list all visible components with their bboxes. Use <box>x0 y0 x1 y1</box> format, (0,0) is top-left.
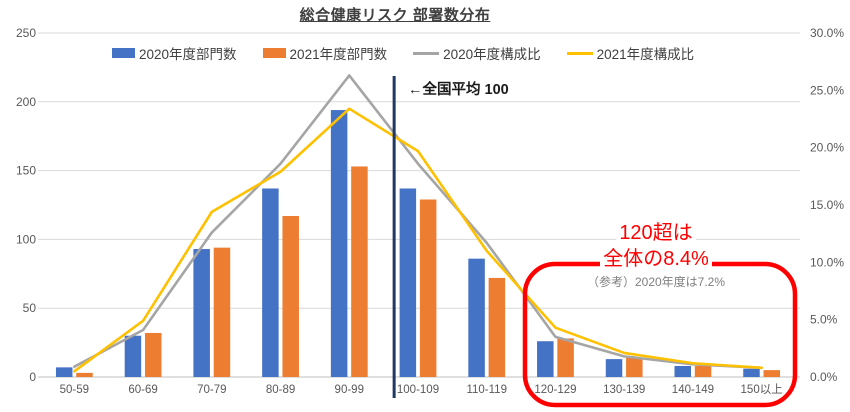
ratio-line-2021 <box>73 107 763 373</box>
legend-item-2021-ratio: 2021年度構成比 <box>566 43 695 63</box>
left-axis-tick-label: 200 <box>16 95 36 109</box>
bar-2020-150以上 <box>743 368 760 377</box>
right-axis-tick-label: 0.0% <box>810 370 838 384</box>
bar-2020-90-99 <box>330 110 348 377</box>
category-label: 80-89 <box>266 384 295 396</box>
bar-2020-110-119 <box>468 258 485 377</box>
highlight-text-line1: 120超は <box>616 221 696 247</box>
bar-2021-80-89 <box>282 216 299 377</box>
legend-label-2021-departments: 2021年度部門数 <box>289 47 388 62</box>
bar-2020-70-79 <box>193 249 210 377</box>
legend-swatch-2020-bar <box>112 48 135 58</box>
national-average-annotation: ←全国平均 100 <box>408 82 509 98</box>
right-axis-tick-label: 30.0% <box>810 26 844 40</box>
right-axis-tick-label: 25.0% <box>810 83 844 97</box>
category-label: 70-79 <box>197 384 226 396</box>
legend-item-2021-departments: 2021年度部門数 <box>262 43 388 63</box>
right-axis-tick-label: 15.0% <box>810 198 844 212</box>
bar-2020-120-129 <box>537 341 554 377</box>
right-axis-tick-label: 20.0% <box>810 141 844 155</box>
legend-item-2020-ratio: 2020年度構成比 <box>413 43 541 63</box>
category-label: 120-129 <box>534 384 576 396</box>
highlight-annotation: 120超は 全体の8.4% （参考）2020年度は7.2% <box>584 221 728 293</box>
bar-2020-60-69 <box>124 335 142 377</box>
bar-2021-50-59 <box>76 372 93 377</box>
bar-2021-110-119 <box>488 277 506 377</box>
legend-item-2020-departments: 2020年度部門数 <box>112 43 237 63</box>
right-axis-tick-label: 5.0% <box>810 313 838 327</box>
legend-label-2020-ratio: 2020年度構成比 <box>443 47 541 62</box>
bar-2020-100-109 <box>399 188 417 377</box>
category-label: 150以上 <box>741 383 783 396</box>
bar-2020-80-89 <box>262 188 279 377</box>
bar-2021-100-109 <box>419 199 437 377</box>
bar-2021-140-149 <box>694 365 712 377</box>
chart-title: 総合健康リスク 部署数分布 <box>299 7 491 24</box>
category-label: 60-69 <box>128 384 157 396</box>
highlight-text-line2: 全体の8.4% <box>600 246 712 273</box>
left-axis-tick-label: 0 <box>29 370 36 384</box>
bar-2020-130-139 <box>605 359 623 377</box>
bar-2020-140-149 <box>674 365 692 377</box>
left-axis-tick-label: 100 <box>16 232 36 246</box>
bar-2021-90-99 <box>351 166 368 377</box>
legend-swatch-2020-line <box>413 51 440 55</box>
bar-2021-60-69 <box>144 332 162 377</box>
right-axis-tick-label: 10.0% <box>810 255 844 269</box>
left-axis-tick-label: 50 <box>23 301 37 315</box>
bar-2021-70-79 <box>213 247 231 377</box>
category-label: 140-149 <box>672 384 714 396</box>
left-axis-tick-label: 150 <box>16 164 36 178</box>
bar-2020-50-59 <box>55 367 73 377</box>
bar-2021-150以上 <box>763 370 781 377</box>
category-label: 90-99 <box>335 384 364 396</box>
legend-label-2021-ratio: 2021年度構成比 <box>596 47 695 62</box>
ratio-line-2020 <box>73 74 763 370</box>
left-axis-tick-label: 250 <box>16 26 36 40</box>
category-label: 130-139 <box>603 384 645 396</box>
legend-swatch-2021-line <box>566 51 593 55</box>
legend-swatch-2021-bar <box>262 48 286 58</box>
bar-2021-120-129 <box>557 338 574 377</box>
category-label: 100-109 <box>397 384 439 396</box>
category-label: 50-59 <box>60 384 89 396</box>
bar-2021-130-139 <box>626 357 643 377</box>
highlight-note-text: （参考）2020年度は7.2% <box>584 275 728 291</box>
category-label: 110-119 <box>466 384 507 396</box>
chart-legend: 2020年度部門数 2021年度部門数 2020年度構成比 2021年度構成比 <box>112 43 694 63</box>
legend-label-2020-departments: 2020年度部門数 <box>139 47 237 62</box>
